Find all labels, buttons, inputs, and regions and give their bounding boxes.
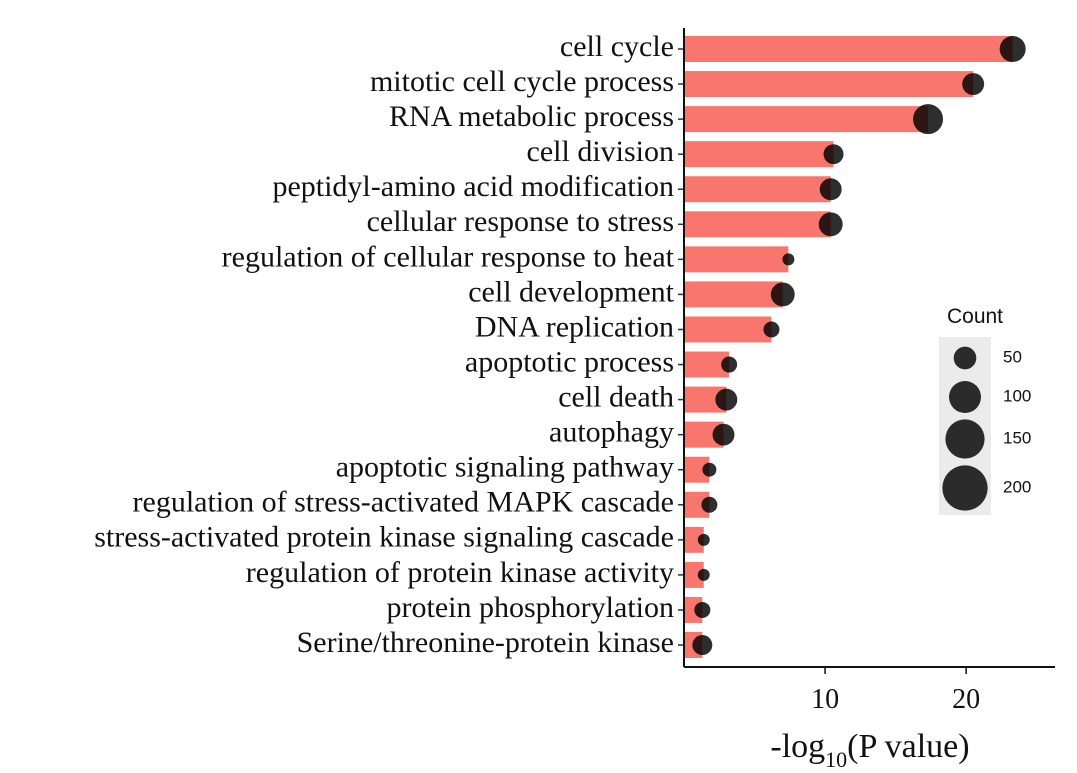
bar	[684, 246, 789, 273]
legend-label: 50	[1003, 347, 1022, 366]
x-axis-title: -log10(P value)	[770, 728, 969, 772]
count-dot	[702, 462, 717, 477]
y-tick-label: regulation of protein kinase activity	[246, 556, 674, 589]
count-dot	[818, 212, 843, 237]
x-tick-label: 20	[952, 684, 980, 715]
bar	[684, 71, 974, 98]
count-dot	[823, 144, 844, 165]
count-dot	[770, 282, 795, 307]
count-dot	[763, 321, 780, 338]
count-dot	[692, 635, 713, 656]
x-axis-title-part: -log	[770, 728, 825, 765]
bar	[684, 561, 704, 588]
legend-label: 150	[1003, 428, 1031, 447]
y-tick-label: regulation of stress-activated MAPK casc…	[133, 486, 674, 519]
count-dot	[721, 356, 738, 373]
y-tick-label: cell death	[558, 380, 674, 413]
bar	[684, 526, 704, 553]
y-tick-label: cell development	[468, 275, 674, 308]
x-tick-label: 10	[811, 684, 839, 715]
legend-label: 100	[1003, 386, 1031, 405]
bar	[684, 211, 831, 238]
bar	[684, 36, 1013, 62]
y-tick-label: stress-activated protein kinase signalin…	[94, 521, 674, 554]
count-dot	[913, 104, 944, 135]
legend-title: Count	[947, 305, 1003, 328]
count-dot	[999, 36, 1026, 62]
y-tick-label: regulation of cellular response to heat	[222, 240, 675, 273]
bar	[684, 106, 929, 133]
count-dot	[697, 568, 710, 581]
y-tick-label: Serine/threonine-protein kinase	[297, 626, 674, 659]
count-dot	[782, 253, 795, 266]
count-dot	[694, 601, 711, 618]
count-dot	[697, 533, 710, 546]
y-tick-label: apoptotic process	[465, 345, 674, 378]
y-tick-label: mitotic cell cycle process	[370, 65, 674, 98]
legend-dot	[945, 419, 985, 459]
y-tick-label: apoptotic signaling pathway	[336, 451, 674, 484]
y-tick-label: DNA replication	[475, 310, 674, 343]
y-tick-label: autophagy	[549, 416, 674, 449]
legend-dot	[942, 465, 988, 511]
count-dot	[701, 496, 718, 513]
y-tick-label: peptidyl-amino acid modification	[272, 170, 674, 203]
x-axis-title-part: (P value)	[847, 728, 969, 765]
y-tick-label: cell cycle	[560, 30, 674, 63]
count-dot	[819, 178, 842, 201]
y-tick-label: cellular response to stress	[367, 205, 674, 238]
bar	[684, 141, 834, 168]
bar	[684, 176, 831, 203]
x-axis-title-sub: 10	[825, 747, 847, 772]
legend-label: 200	[1003, 477, 1031, 496]
legend-dot	[949, 381, 981, 413]
y-tick-label: protein phosphorylation	[387, 591, 674, 624]
count-dot	[962, 73, 985, 96]
bar	[684, 281, 783, 308]
count-dot	[715, 388, 738, 411]
y-tick-label: cell division	[527, 135, 674, 168]
bar	[684, 316, 772, 343]
count-dot	[712, 423, 735, 446]
legend-dot	[953, 346, 977, 370]
y-tick-label: RNA metabolic process	[389, 100, 674, 133]
